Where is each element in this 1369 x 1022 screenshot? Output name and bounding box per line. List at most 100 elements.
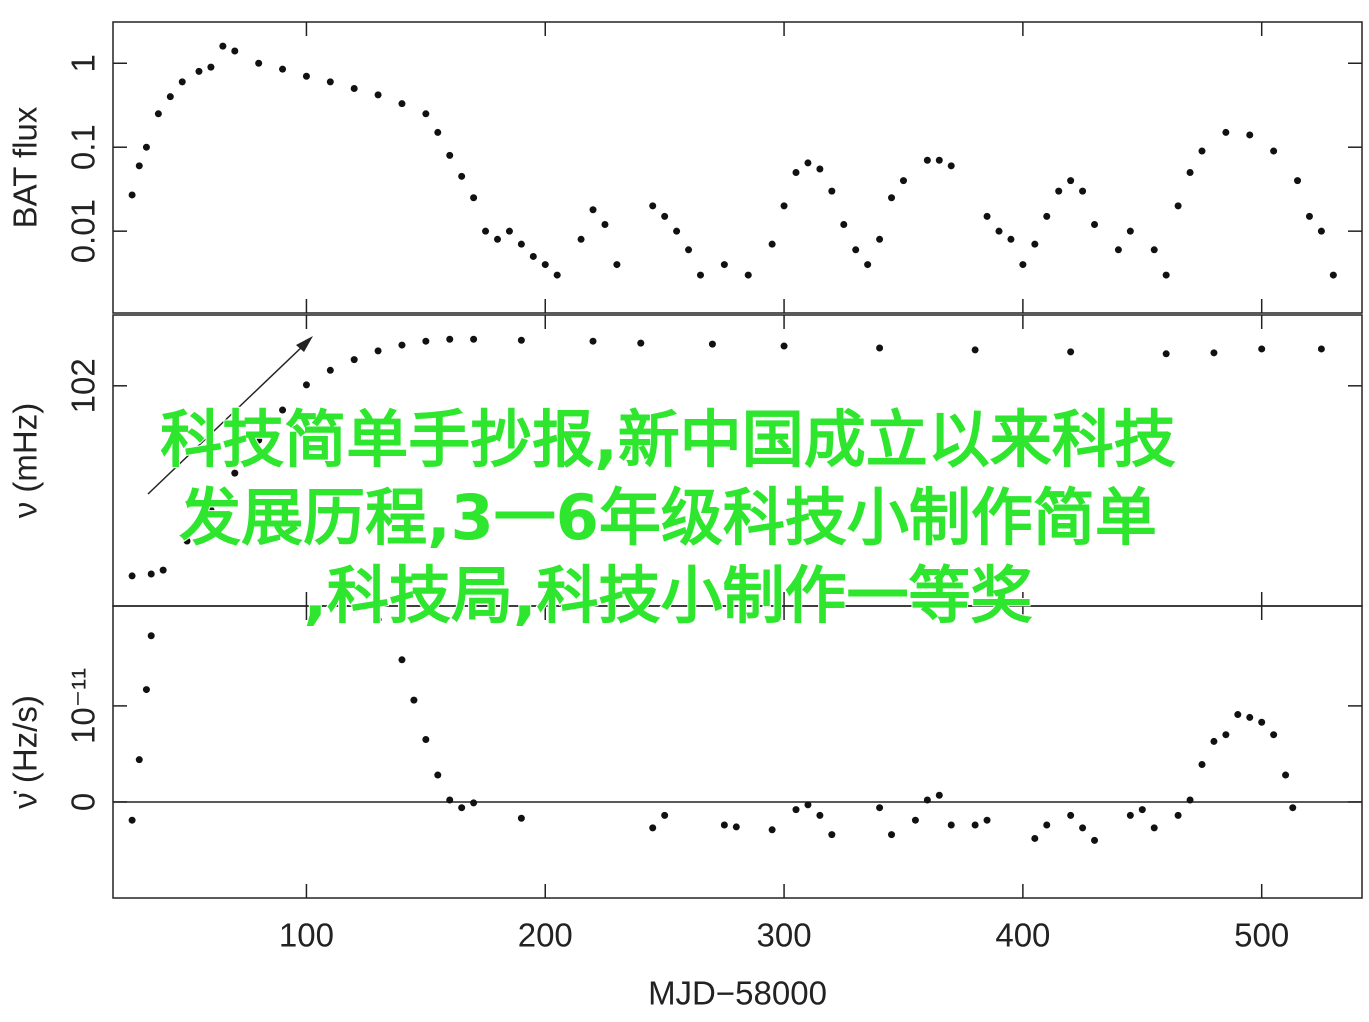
data-point [804,159,812,167]
data-point [1126,811,1134,819]
data-point [1031,834,1039,842]
data-point [422,337,430,345]
data-point [374,91,382,99]
data-point [720,821,728,829]
data-point [792,806,800,814]
data-point [828,187,836,195]
data-point [302,72,310,80]
data-point [279,406,287,414]
data-point [983,212,991,220]
arrow-head [296,336,313,352]
data-point [1258,345,1266,353]
plot-frame [112,605,1363,899]
x-tick-label: 300 [757,917,812,954]
data-point [142,686,150,694]
data-point [326,366,334,374]
data-point [1222,731,1230,739]
data-point [279,65,287,73]
data-point [1031,240,1039,248]
data-point [470,194,478,202]
data-point [899,177,907,185]
data-point [255,59,263,67]
data-point [1126,227,1134,235]
x-tick-label: 200 [518,917,573,954]
data-point [517,336,525,344]
data-point [768,826,776,834]
data-point [828,831,836,839]
y-axis-label: BAT flux [7,106,44,228]
data-point [876,235,884,243]
data-point [1174,202,1182,210]
data-point [1150,246,1158,254]
data-point [1186,168,1194,176]
data-point [864,261,872,269]
data-point [923,796,931,804]
data-point [601,221,609,229]
data-point [1210,737,1218,745]
data-point [1055,187,1063,195]
data-point [804,801,812,809]
overlay-text: 科技简单手抄报,新中国成立以来科技 [160,403,1176,476]
data-point [1174,811,1182,819]
data-point [816,165,824,173]
data-point [1246,131,1254,139]
data-point [350,356,358,364]
data-point [577,235,585,243]
y-axis-label: ν̇ (Hz/s) [7,695,44,809]
data-point [147,632,155,640]
data-point [589,337,597,345]
data-point [434,771,442,779]
data-point [613,261,621,269]
data-point [154,110,162,118]
data-point [840,221,848,229]
data-point [231,469,239,477]
data-point [398,100,406,108]
data-point [326,78,334,86]
data-point [935,156,943,164]
data-point [589,206,597,214]
data-point [1258,718,1266,726]
data-point [1234,711,1242,719]
data-point [1162,350,1170,358]
data-point [517,240,525,248]
data-point [1317,227,1325,235]
data-point [1270,147,1278,155]
y-tick-label: 0.01 [65,199,102,263]
x-tick-label: 500 [1234,917,1289,954]
x-tick-label: 100 [279,917,334,954]
data-point [780,202,788,210]
data-point [128,572,136,580]
data-point [744,271,752,279]
data-point [505,227,513,235]
overlay-text: 发展历程,3一6年级科技小制作简单 [179,481,1157,554]
arrow [147,343,306,495]
data-point [995,227,1003,235]
data-point [458,172,466,180]
data-point [673,227,681,235]
data-point [1007,235,1015,243]
y-tick-label: 0 [65,793,102,811]
data-point [971,346,979,354]
x-axis-label: MJD−58000 [648,975,827,1012]
data-point [1198,147,1206,155]
data-point [470,335,478,343]
data-point [661,811,669,819]
data-point [1289,804,1297,812]
data-point [350,85,358,93]
data-point [649,202,657,210]
data-point [780,342,788,350]
data-point [649,824,657,832]
data-point [1186,796,1194,804]
overlay-text: ,科技局,科技小制作一等奖 [303,559,1032,632]
data-point [1079,187,1087,195]
data-point [195,67,203,75]
y-tick-label: 1 [65,54,102,72]
data-point [434,128,442,136]
x-tick-label: 400 [995,917,1050,954]
data-point [517,814,525,822]
data-point [493,235,501,243]
data-point [708,340,716,348]
data-point [541,261,549,269]
data-point [923,156,931,164]
plot-frame [112,21,1363,314]
